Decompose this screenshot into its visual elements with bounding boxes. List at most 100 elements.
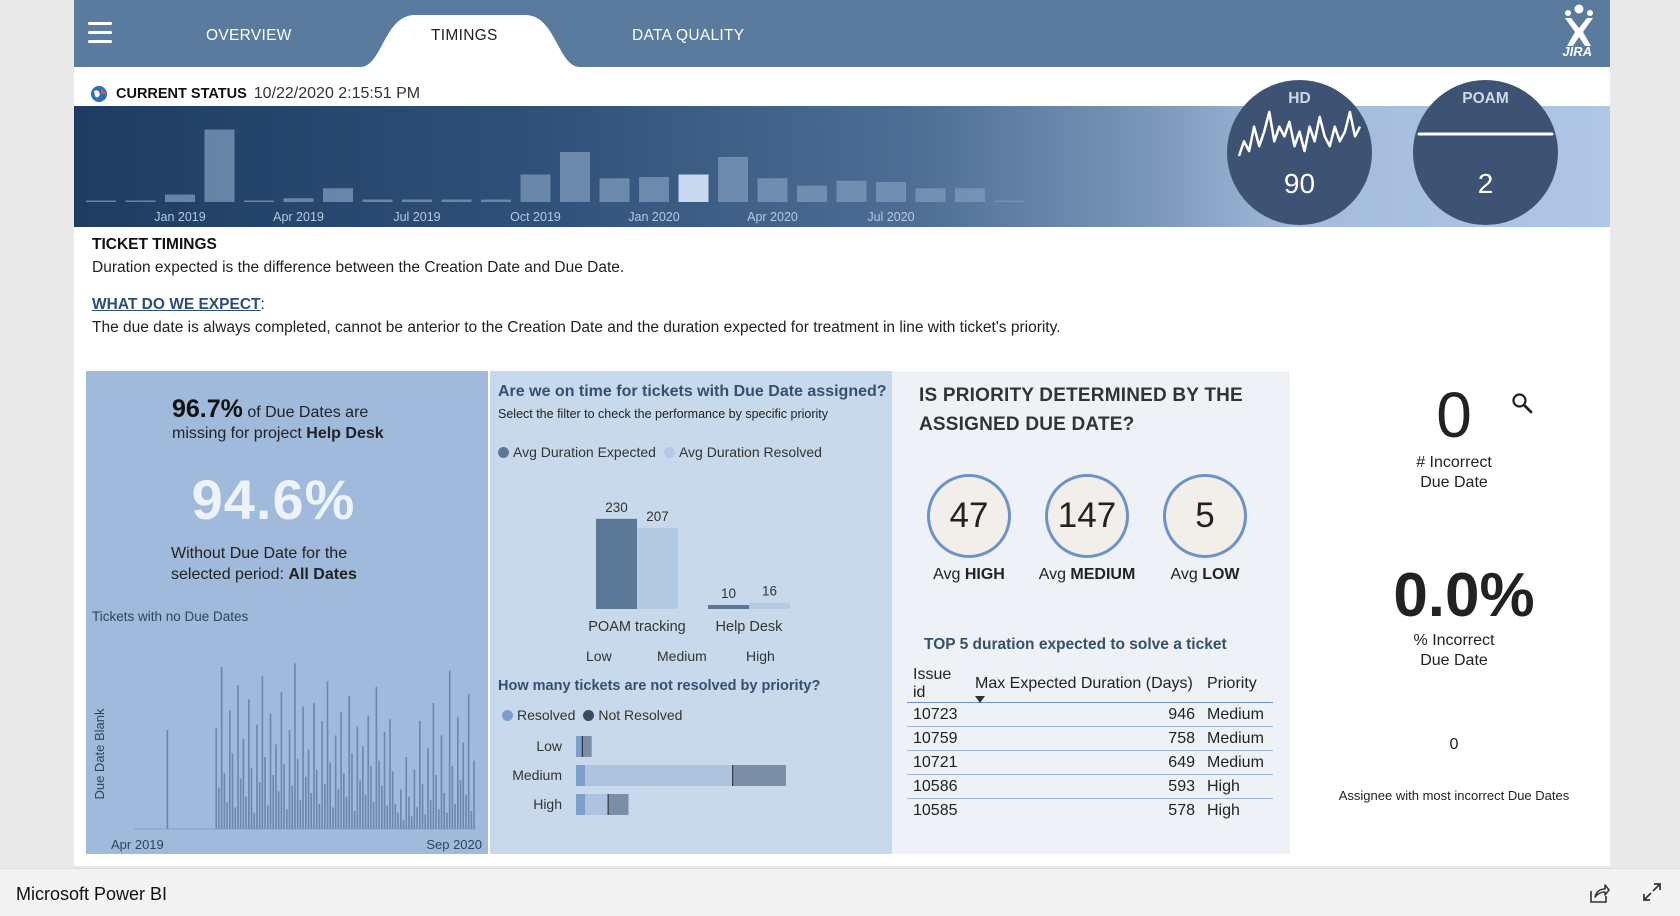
legend-dot-icon [502, 709, 513, 721]
no-due-dates-chart[interactable]: Due Date Blank Apr 2019 Sep 2020 [86, 629, 488, 854]
legend-resolved-text: Resolved [517, 707, 576, 723]
no-due-date-bar [438, 809, 440, 829]
gauge-hd-title: HD [1288, 90, 1311, 107]
no-due-date-bar [402, 820, 405, 829]
timeline-tick-label: Apr 2020 [747, 210, 798, 224]
no-due-date-bar [386, 805, 389, 829]
no-due-date-bar [343, 773, 345, 829]
timeline-bar[interactable] [994, 200, 1025, 203]
timeline-bar[interactable] [639, 177, 669, 202]
expand-icon[interactable] [1642, 882, 1662, 902]
table-row[interactable]: 10721 649 Medium [907, 750, 1273, 775]
resolved-bar[interactable] [576, 736, 585, 757]
timeline-bar[interactable] [86, 200, 116, 203]
no-due-date-bar [324, 784, 326, 829]
col-priority[interactable]: Priority [1201, 666, 1273, 703]
timeline-bar[interactable] [402, 199, 432, 203]
tab-data-quality[interactable]: DATA QUALITY [632, 27, 745, 44]
table-row[interactable]: 10759 758 Medium [907, 726, 1273, 751]
timeline-bar[interactable] [876, 182, 906, 202]
duration-bar[interactable] [708, 605, 749, 609]
resolved-bar[interactable] [576, 794, 585, 815]
not-resolved-title: How many tickets are not resolved by pri… [498, 678, 821, 694]
timeline-bar[interactable] [718, 157, 748, 202]
tab-timings[interactable]: TIMINGS [431, 27, 498, 44]
table-row[interactable]: 10586 593 High [907, 774, 1273, 799]
gauge-poam-value: 2 [1477, 168, 1494, 199]
on-time-panel: Are we on time for tickets with Due Date… [490, 371, 892, 854]
timeline-bar[interactable] [441, 199, 472, 203]
incorrect-due-date-label: # Incorrect Due Date [1306, 453, 1602, 493]
no-due-date-bar [473, 760, 475, 829]
timeline-bar[interactable] [283, 198, 314, 202]
gauge-hd[interactable]: HD 90 [1227, 80, 1372, 225]
incorrect-label-line2: Due Date [1420, 474, 1488, 491]
no-due-date-bar [394, 803, 397, 829]
not-resolved-bar[interactable] [732, 765, 786, 786]
avg-low-circle: 5 [1163, 474, 1247, 558]
legend-expected-label: Avg Duration Expected [513, 444, 656, 460]
cell-duration: 649 [969, 750, 1201, 775]
table-row[interactable]: 10723 946 Medium [907, 702, 1273, 727]
table-row[interactable]: 10585 578 High [907, 799, 1273, 823]
ticket-timings-title: TICKET TIMINGS [92, 236, 217, 253]
legend-not-resolved-text: Not Resolved [598, 707, 683, 723]
duration-bar[interactable] [749, 602, 790, 609]
timeline-bar[interactable] [678, 174, 709, 203]
cell-duration: 758 [969, 726, 1201, 751]
cell-priority: Medium [1201, 726, 1273, 751]
legend-avg-duration-resolved[interactable]: Avg Duration Resolved [663, 444, 822, 460]
timeline-bar[interactable] [165, 194, 195, 203]
duration-value-label: 16 [762, 584, 777, 599]
avg-medium-circle: 147 [1045, 474, 1129, 558]
timeline-bar[interactable] [362, 199, 393, 203]
timeline-bar[interactable] [323, 188, 353, 202]
search-icon[interactable] [1511, 392, 1533, 414]
share-icon[interactable] [1588, 882, 1610, 904]
duration-bar-chart[interactable]: 230 207 POAM tracking 10 16 Help Desk [490, 471, 892, 646]
not-resolved-bar-chart[interactable]: Low Medium High [490, 736, 892, 846]
timeline-chart: Jan 2019 Apr 2019 Jul 2019 Oct 2019 Jan 2020… [86, 129, 1025, 224]
assignee-incorrect-value: 0 [1449, 736, 1459, 753]
no-due-date-bar [340, 712, 342, 829]
timeline-bar[interactable] [797, 185, 827, 202]
no-due-date-bar [462, 742, 465, 829]
timeline-bar[interactable] [836, 180, 867, 202]
no-due-date-bar [245, 796, 247, 829]
legend-resolved[interactable]: Resolved [502, 707, 575, 723]
filter-low[interactable]: Low [586, 648, 612, 664]
filter-high[interactable]: High [746, 648, 775, 664]
timeline-bar[interactable] [915, 188, 946, 202]
timeline-bar[interactable] [481, 199, 511, 203]
no-due-date-bar [220, 667, 223, 829]
not-resolved-bar[interactable] [582, 736, 592, 757]
legend-avg-duration-expected[interactable]: Avg Duration Expected [498, 444, 656, 460]
col-issue-id[interactable]: Issue id [907, 666, 969, 703]
cell-duration: 593 [969, 774, 1201, 799]
pct-label-line2: Due Date [1420, 652, 1488, 669]
timeline-bar[interactable] [599, 178, 630, 202]
col-max-duration[interactable]: Max Expected Duration (Days) [969, 666, 1201, 703]
filter-medium[interactable]: Medium [657, 648, 707, 664]
col-max-duration-label: Max Expected Duration (Days) [975, 675, 1193, 692]
timeline-bar[interactable] [560, 152, 590, 202]
timeline-bar[interactable] [955, 188, 985, 202]
resolved-bar[interactable] [576, 765, 585, 786]
not-resolved-bar[interactable] [608, 794, 629, 815]
timeline-bar[interactable] [757, 178, 788, 202]
timeline-bar[interactable] [520, 174, 551, 203]
legend-not-resolved[interactable]: Not Resolved [583, 707, 682, 723]
duration-bar[interactable] [637, 527, 678, 609]
duration-bar[interactable] [596, 518, 637, 609]
selected-period: All Dates [288, 566, 357, 583]
gauge-poam[interactable]: POAM 2 [1413, 80, 1558, 225]
timeline-bar[interactable] [204, 129, 235, 203]
jira-logo-text: JIRA [1562, 44, 1592, 59]
timeline-bar[interactable] [244, 200, 274, 203]
hamburger-menu-icon[interactable] [88, 22, 112, 44]
timeline-bar[interactable] [125, 200, 156, 203]
tab-overview[interactable]: OVERVIEW [206, 27, 292, 44]
no-due-date-bar [432, 703, 435, 829]
sort-descending-icon[interactable] [975, 696, 985, 703]
duration-category-label: Help Desk [716, 619, 784, 635]
